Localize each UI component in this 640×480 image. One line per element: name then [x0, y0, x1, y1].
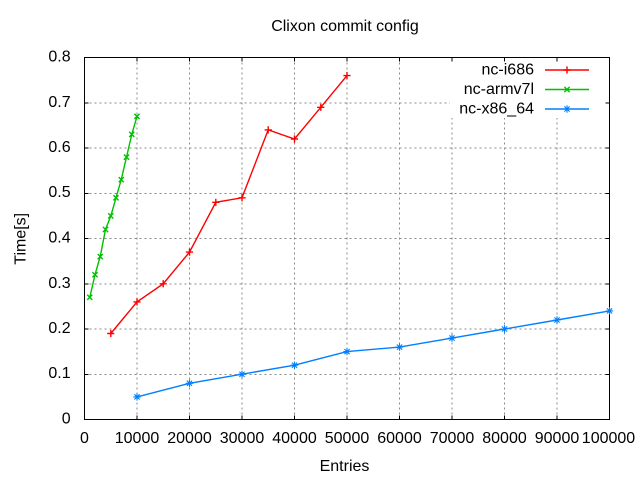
- svg-text:0.4: 0.4: [48, 230, 70, 247]
- svg-text:nc-armv7l: nc-armv7l: [464, 81, 534, 98]
- svg-text:0.8: 0.8: [48, 49, 70, 66]
- svg-text:90000: 90000: [535, 430, 580, 447]
- svg-text:100000: 100000: [582, 430, 635, 447]
- svg-text:Clixon commit config: Clixon commit config: [271, 18, 419, 35]
- svg-text:nc-i686: nc-i686: [482, 62, 535, 79]
- svg-text:10000: 10000: [115, 430, 160, 447]
- svg-text:0.1: 0.1: [48, 365, 70, 382]
- svg-text:0: 0: [80, 430, 89, 447]
- svg-text:60000: 60000: [377, 430, 422, 447]
- svg-text:0.2: 0.2: [48, 320, 70, 337]
- svg-text:80000: 80000: [482, 430, 527, 447]
- svg-text:Time[s]: Time[s]: [12, 213, 29, 265]
- svg-text:0.5: 0.5: [48, 184, 70, 201]
- svg-text:70000: 70000: [430, 430, 475, 447]
- svg-text:0: 0: [62, 411, 71, 428]
- svg-text:50000: 50000: [325, 430, 370, 447]
- svg-text:20000: 20000: [167, 430, 212, 447]
- svg-text:0.3: 0.3: [48, 275, 70, 292]
- svg-text:30000: 30000: [220, 430, 265, 447]
- svg-text:0.6: 0.6: [48, 139, 70, 156]
- svg-text:Entries: Entries: [320, 458, 370, 475]
- svg-text:0.7: 0.7: [48, 94, 70, 111]
- svg-text:nc-x86_64: nc-x86_64: [459, 101, 534, 118]
- svg-text:40000: 40000: [272, 430, 317, 447]
